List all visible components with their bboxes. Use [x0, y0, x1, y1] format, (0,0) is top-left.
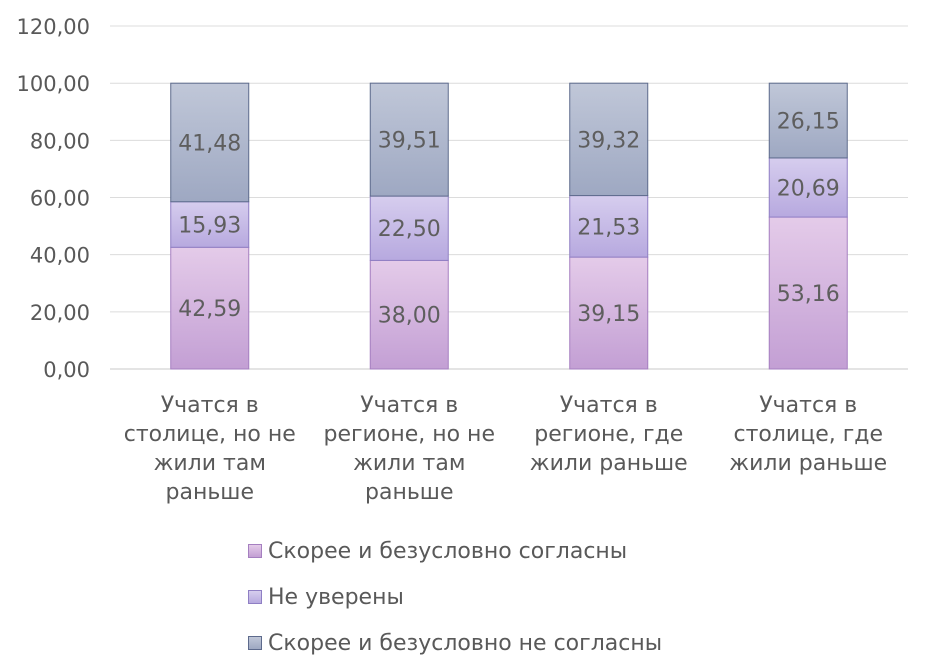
legend-item-disagree[interactable]: Скорее и безусловно не согласны: [248, 620, 662, 666]
x-axis-categories: Учатся в столице, но не жили там раньше Учат…: [124, 393, 887, 505]
data-label: 15,93: [178, 214, 241, 239]
bars: [170, 82, 848, 370]
y-tick-label: 0,00: [43, 358, 90, 382]
data-label: 41,48: [178, 131, 241, 156]
category-label: Учатся в: [161, 393, 259, 418]
bar-segment[interactable]: [569, 195, 649, 258]
data-label: 39,51: [378, 129, 441, 154]
data-label: 26,15: [777, 110, 840, 135]
data-label: 22,50: [378, 217, 441, 242]
bar-segment[interactable]: [768, 216, 848, 370]
data-label: 20,69: [777, 177, 840, 202]
legend-label-agree: Скорее и безусловно согласны: [268, 538, 628, 564]
bar-segment[interactable]: [170, 246, 250, 370]
y-axis-ticks: 0,00 20,00 40,00 60,00 80,00 100,00 120,00: [17, 15, 90, 382]
bar-segment[interactable]: [768, 157, 848, 218]
category-label: раньше: [166, 480, 254, 505]
bar-segment[interactable]: [768, 82, 848, 159]
legend-swatch-agree: [248, 544, 262, 558]
category-label: жили раньше: [530, 451, 688, 476]
y-tick-label: 40,00: [30, 244, 90, 268]
category-label: регионе, но не: [324, 422, 495, 447]
category-label: жили там: [154, 451, 266, 476]
data-label: 42,59: [178, 297, 241, 322]
data-labels: 42,59 15,93 41,48 38,00 22,50 39,51 39,15 21,53…: [178, 110, 839, 329]
y-tick-label: 100,00: [17, 72, 90, 96]
data-label: 39,15: [577, 302, 640, 327]
bar-segment[interactable]: [569, 256, 649, 370]
data-label: 53,16: [777, 282, 840, 307]
legend-label-unsure: Не уверены: [268, 584, 404, 610]
category-label: раньше: [365, 480, 453, 505]
data-label: 39,32: [577, 128, 640, 153]
data-label: 38,00: [378, 304, 441, 329]
category-label: столице, но не: [124, 422, 296, 447]
category-label: Учатся в: [360, 393, 458, 418]
category-label: Учатся в: [560, 393, 658, 418]
bar-segment[interactable]: [170, 201, 250, 248]
legend-swatch-unsure: [248, 590, 262, 604]
category-label: столице, где: [733, 422, 883, 447]
bar-segment[interactable]: [369, 195, 449, 261]
bar-segment[interactable]: [170, 82, 250, 203]
y-tick-label: 120,00: [17, 15, 90, 39]
legend-swatch-disagree: [248, 636, 262, 650]
category-label: регионе, где: [534, 422, 683, 447]
data-label: 21,53: [577, 215, 640, 240]
legend: Скорее и безусловно согласны Не уверены …: [248, 528, 662, 666]
legend-item-unsure[interactable]: Не уверены: [248, 574, 662, 620]
category-label: жили там: [353, 451, 465, 476]
legend-label-disagree: Скорее и безусловно не согласны: [268, 630, 663, 656]
category-label: Учатся в: [759, 393, 857, 418]
y-tick-label: 20,00: [30, 301, 90, 325]
y-tick-label: 80,00: [30, 129, 90, 153]
category-label: жили раньше: [729, 451, 887, 476]
y-tick-label: 60,00: [30, 187, 90, 211]
legend-item-agree[interactable]: Скорее и безусловно согласны: [248, 528, 662, 574]
bar-segment[interactable]: [569, 82, 649, 197]
bar-segment[interactable]: [369, 82, 449, 197]
